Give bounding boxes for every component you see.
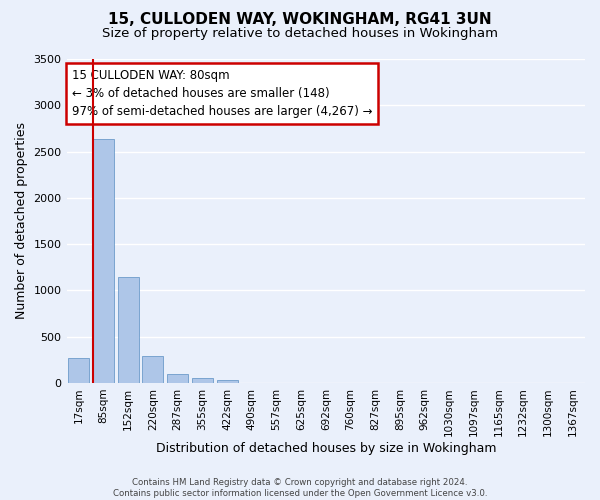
Text: 15 CULLODEN WAY: 80sqm
← 3% of detached houses are smaller (148)
97% of semi-det: 15 CULLODEN WAY: 80sqm ← 3% of detached … bbox=[72, 68, 372, 117]
Bar bbox=[142, 356, 163, 383]
Text: Size of property relative to detached houses in Wokingham: Size of property relative to detached ho… bbox=[102, 28, 498, 40]
Bar bbox=[192, 378, 213, 383]
Y-axis label: Number of detached properties: Number of detached properties bbox=[15, 122, 28, 320]
X-axis label: Distribution of detached houses by size in Wokingham: Distribution of detached houses by size … bbox=[155, 442, 496, 455]
Bar bbox=[118, 278, 139, 383]
Bar bbox=[167, 374, 188, 383]
Bar bbox=[93, 140, 114, 383]
Bar bbox=[217, 380, 238, 383]
Bar bbox=[68, 358, 89, 383]
Text: 15, CULLODEN WAY, WOKINGHAM, RG41 3UN: 15, CULLODEN WAY, WOKINGHAM, RG41 3UN bbox=[108, 12, 492, 28]
Text: Contains HM Land Registry data © Crown copyright and database right 2024.
Contai: Contains HM Land Registry data © Crown c… bbox=[113, 478, 487, 498]
